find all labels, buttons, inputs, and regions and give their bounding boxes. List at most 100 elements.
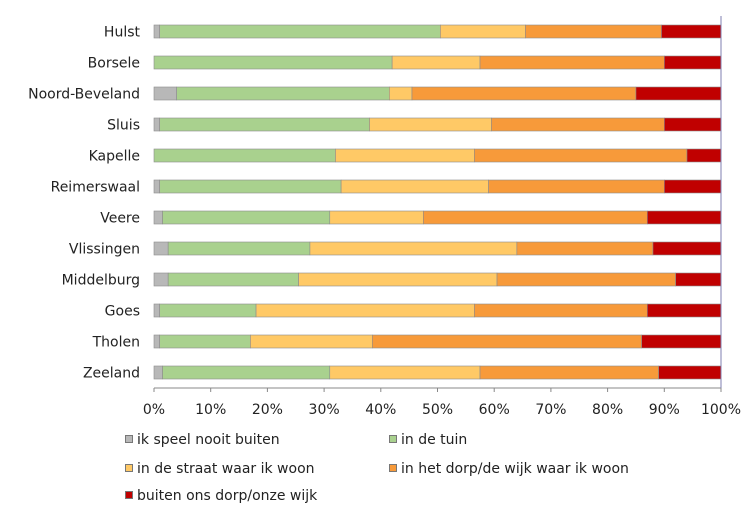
bar-segment <box>162 365 331 380</box>
bar-segment <box>658 365 722 380</box>
bar-segment <box>661 24 722 39</box>
category-label: Goes <box>105 304 140 320</box>
bar-segment <box>652 241 722 256</box>
bar-segment <box>686 148 722 163</box>
legend-swatch <box>389 434 397 443</box>
bar-segment <box>389 86 413 101</box>
category-label: Noord-Beveland <box>28 87 140 103</box>
x-tick-label: 90% <box>649 402 680 418</box>
bar-segment <box>159 303 257 318</box>
bar-segment <box>309 241 518 256</box>
bar-segment <box>516 241 654 256</box>
bar-segment <box>298 272 498 287</box>
legend-label: in de straat waar ik woon <box>137 461 315 477</box>
bar-segment <box>663 117 722 132</box>
x-tick-label: 40% <box>365 402 396 418</box>
x-tick-label: 20% <box>252 402 283 418</box>
bar-segment <box>153 365 163 380</box>
bar-segment <box>167 272 299 287</box>
bar-segment <box>663 179 722 194</box>
bar-segment <box>663 55 722 70</box>
legend-item-dorp: in het dorp/de wijk waar ik woon <box>389 461 629 477</box>
bar-segment <box>250 334 373 349</box>
category-label: Kapelle <box>89 149 140 165</box>
bar-segment <box>440 24 526 39</box>
legend-label: in de tuin <box>401 432 468 448</box>
bar-segment <box>153 179 160 194</box>
bar-segment <box>646 210 722 225</box>
bar-segment <box>153 86 177 101</box>
bar-segment <box>153 272 169 287</box>
bar-segment <box>153 241 169 256</box>
category-label: Veere <box>100 211 140 227</box>
x-tick-label: 100% <box>701 402 741 418</box>
bar-segment <box>675 272 722 287</box>
legend-swatch <box>125 490 133 499</box>
bars-layer <box>153 24 722 380</box>
x-axis-ticks: 0% 10% 20% 30% 40% 50% 60% 70% 80% 90% 100% <box>143 388 741 418</box>
bar-segment <box>153 210 163 225</box>
legend-label: in het dorp/de wijk waar ik woon <box>401 461 629 477</box>
bar-segment <box>335 148 475 163</box>
x-tick-label: 50% <box>422 402 453 418</box>
bar-segment <box>491 117 665 132</box>
legend-label: buiten ons dorp/onze wijk <box>137 488 318 504</box>
x-tick-label: 70% <box>535 402 566 418</box>
legend-item-nooit: ik speel nooit buiten <box>125 432 280 448</box>
category-label: Borsele <box>88 56 140 72</box>
legend: ik speel nooit buiten in de tuin in de s… <box>125 430 725 505</box>
category-labels: Hulst Borsele Noord-Beveland Sluis Kapelle Re… <box>28 25 140 382</box>
x-tick-label: 10% <box>195 402 226 418</box>
bar-segment <box>635 86 722 101</box>
bar-segment <box>496 272 676 287</box>
legend-swatch <box>125 463 133 472</box>
bar-segment <box>479 365 659 380</box>
bar-segment <box>641 334 722 349</box>
bar-segment <box>162 210 331 225</box>
category-label: Hulst <box>104 25 141 41</box>
bar-segment <box>255 303 475 318</box>
bar-segment <box>153 55 393 70</box>
bar-segment <box>159 117 370 132</box>
x-tick-label: 80% <box>592 402 623 418</box>
legend-swatch <box>389 463 397 472</box>
bar-segment <box>411 86 637 101</box>
bar-segment <box>153 334 160 349</box>
bar-segment <box>369 117 492 132</box>
category-label: Tholen <box>92 335 140 351</box>
bar-segment <box>176 86 390 101</box>
category-label: Zeeland <box>83 366 140 382</box>
bar-segment <box>479 55 665 70</box>
bar-segment <box>371 334 642 349</box>
legend-item-straat: in de straat waar ik woon <box>125 461 315 477</box>
bar-segment <box>159 334 251 349</box>
bar-segment <box>474 148 688 163</box>
bar-segment <box>153 148 336 163</box>
legend-item-tuin: in de tuin <box>389 432 467 448</box>
bar-segment <box>646 303 722 318</box>
bar-segment <box>153 117 160 132</box>
bar-segment <box>525 24 662 39</box>
bar-segment <box>159 24 441 39</box>
bar-segment <box>391 55 481 70</box>
bar-segment <box>340 179 489 194</box>
x-tick-label: 60% <box>479 402 510 418</box>
bar-segment <box>153 24 160 39</box>
legend-label: ik speel nooit buiten <box>137 432 280 448</box>
bar-segment <box>488 179 665 194</box>
legend-swatch <box>125 434 133 443</box>
bar-segment <box>474 303 648 318</box>
bar-segment <box>153 303 160 318</box>
bar-segment <box>329 365 481 380</box>
x-tick-label: 30% <box>309 402 340 418</box>
legend-item-buiten: buiten ons dorp/onze wijk <box>125 488 317 504</box>
category-label: Reimerswaal <box>51 180 140 196</box>
category-label: Vlissingen <box>69 242 140 258</box>
bar-segment <box>329 210 424 225</box>
bar-segment <box>423 210 648 225</box>
bar-segment <box>167 241 311 256</box>
x-tick-label: 0% <box>143 402 165 418</box>
category-label: Sluis <box>107 118 140 134</box>
category-label: Middelburg <box>62 273 140 289</box>
